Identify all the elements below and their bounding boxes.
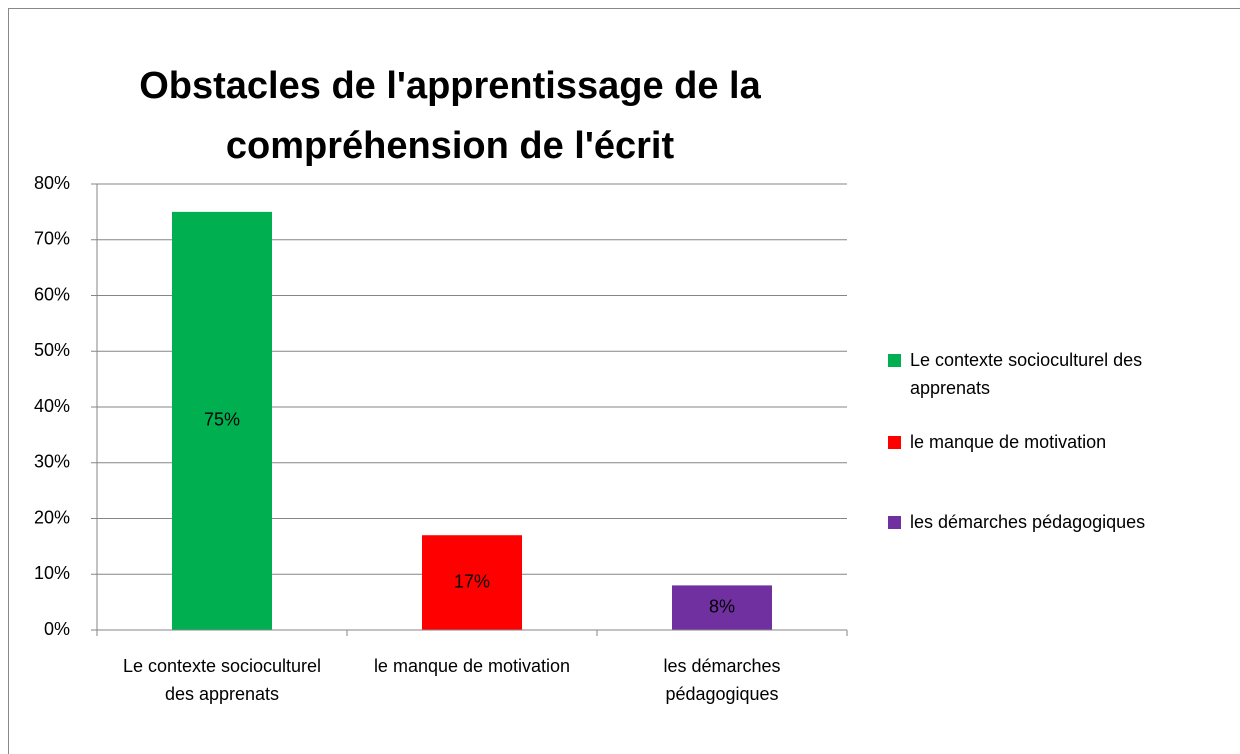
y-tick-label: 40% <box>34 396 70 416</box>
legend-swatch <box>888 516 901 529</box>
chart-border <box>8 8 1240 754</box>
bar <box>672 585 772 630</box>
legend-label: le manque de motivation <box>910 432 1107 452</box>
y-tick-label: 80% <box>34 173 70 193</box>
x-tick-label: les démarches pédagogiques <box>663 656 781 704</box>
bar <box>172 211 272 630</box>
legend-item: le manque de motivation <box>888 428 1228 456</box>
y-tick-label: 50% <box>34 340 70 360</box>
y-tick-label: 70% <box>34 229 70 249</box>
legend-swatch <box>888 354 901 367</box>
data-label: 17% <box>454 571 490 591</box>
bar <box>422 535 522 630</box>
legend-item: les démarches pédagogiques <box>888 508 1228 536</box>
y-tick-label: 0% <box>44 619 70 639</box>
chart-title: Obstacles de l'apprentissage de la compr… <box>139 65 761 167</box>
x-tick-label: le manque de motivation <box>373 656 571 676</box>
legend-swatch <box>888 436 901 449</box>
x-tick-label: Le contexte socioculturel des apprenats <box>122 656 322 704</box>
y-tick-label: 30% <box>34 452 70 472</box>
legend-label: les démarches pédagogiques <box>910 512 1146 532</box>
legend-item: Le contexte socioculturel des apprenats <box>888 346 1228 402</box>
y-tick-label: 60% <box>34 284 70 304</box>
y-tick-label: 20% <box>34 507 70 527</box>
legend-label: Le contexte socioculturel des apprenats <box>910 350 1143 398</box>
y-tick-label: 10% <box>34 563 70 583</box>
data-label: 75% <box>204 410 240 430</box>
data-label: 8% <box>709 596 735 616</box>
